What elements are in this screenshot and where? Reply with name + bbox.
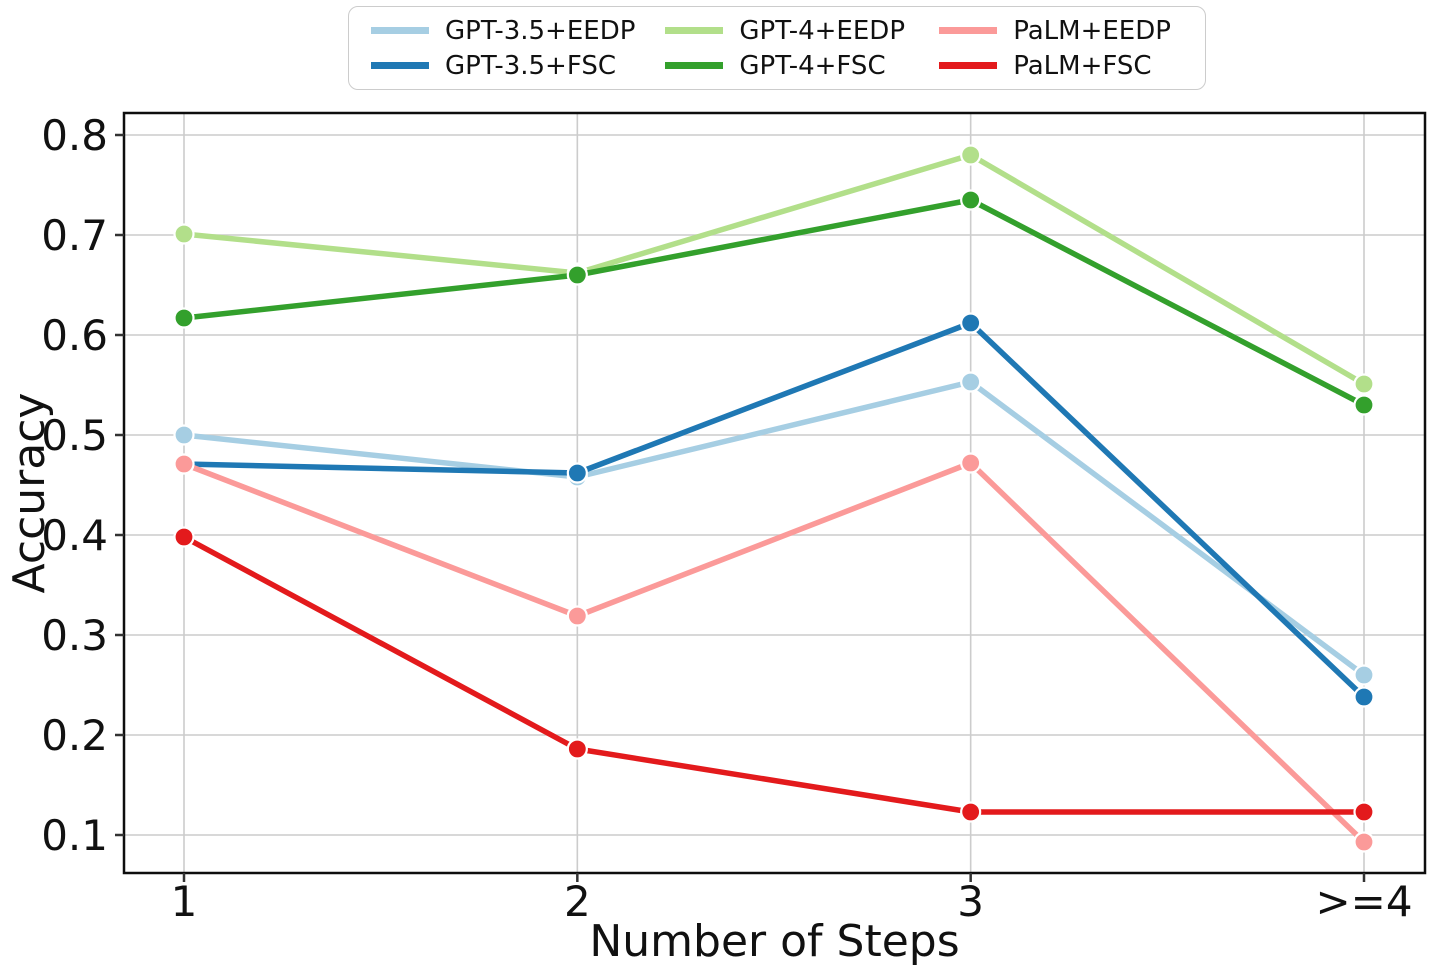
data-point-gpt-4-fsc: [1353, 394, 1375, 416]
data-point-gpt-3-5-eedp: [173, 424, 195, 446]
legend-label: GPT-3.5+FSC: [445, 50, 616, 81]
legend-swatch: [371, 27, 429, 34]
tick-labels: 0.1 0.2 0.3 0.4 0.5 0.6 0.7 0.8 1 2 3 >=4: [41, 111, 1412, 926]
legend-swatch: [939, 62, 998, 69]
y-tick-label: 0.5: [41, 411, 108, 460]
legend: GPT-3.5+EEDP GPT-3.5+FSC GPT-4+EEDP GPT-4+F…: [348, 6, 1206, 90]
data-point-gpt-3-5-fsc: [960, 312, 982, 334]
axes-box: [122, 111, 1427, 875]
data-point-palm-eedp: [1353, 831, 1375, 853]
tick-marks: [115, 133, 1366, 882]
y-tick-label: 0.7: [41, 211, 108, 260]
legend-item: GPT-3.5+FSC: [371, 53, 635, 79]
x-tick-label: >=4: [1315, 877, 1412, 926]
data-point-gpt-4-fsc: [960, 189, 982, 211]
data-point-palm-fsc: [173, 526, 195, 548]
legend-label: GPT-4+FSC: [739, 50, 886, 81]
series-line-gpt-3-5-eedp: [181, 379, 1367, 678]
y-tick-label: 0.2: [41, 711, 108, 760]
legend-label: PaLM+FSC: [1013, 50, 1152, 81]
data-point-gpt-4-eedp: [173, 223, 195, 245]
legend-swatch: [939, 27, 998, 34]
legend-swatch: [665, 27, 724, 34]
legend-item: PaLM+FSC: [939, 53, 1183, 79]
legend-label: GPT-4+EEDP: [739, 15, 905, 46]
y-tick-label: 0.3: [41, 611, 108, 660]
series-palm-eedp: [173, 452, 1375, 853]
data-point-gpt-4-eedp: [1353, 373, 1375, 395]
data-point-palm-eedp: [960, 452, 982, 474]
y-tick-label: 0.1: [41, 811, 108, 860]
data-point-palm-fsc: [1353, 801, 1375, 823]
series-gpt-4-eedp: [173, 144, 1375, 395]
legend-item: GPT-4+EEDP: [665, 18, 909, 44]
legend-label: GPT-3.5+EEDP: [445, 15, 636, 46]
data-point-gpt-3-5-eedp: [1353, 664, 1375, 686]
series-line-gpt-4-eedp: [181, 152, 1367, 387]
series-line-palm-eedp: [181, 460, 1367, 845]
legend-item: GPT-4+FSC: [665, 53, 909, 79]
data-point-gpt-3-5-fsc: [1353, 686, 1375, 708]
series-palm-fsc: [173, 526, 1375, 823]
series-gpt-4-fsc: [173, 189, 1375, 416]
legend-label: PaLM+EEDP: [1013, 15, 1171, 46]
x-axis-title: Number of Steps: [589, 916, 959, 967]
y-tick-label: 0.6: [41, 311, 108, 360]
series-line-gpt-3-5-fsc: [181, 320, 1367, 700]
x-tick-label: 3: [957, 877, 984, 926]
x-tick-label: 1: [171, 877, 198, 926]
data-point-palm-fsc: [960, 801, 982, 823]
data-point-palm-eedp: [566, 605, 588, 627]
legend-swatch: [665, 62, 724, 69]
series-gpt-3-5-fsc: [173, 312, 1375, 708]
y-tick-label: 0.8: [41, 111, 108, 160]
data-point-gpt-3-5-fsc: [566, 462, 588, 484]
series-line-gpt-4-fsc: [181, 197, 1367, 408]
legend-swatch: [371, 62, 429, 69]
data-point-palm-fsc: [566, 738, 588, 760]
data-point-gpt-4-fsc: [566, 264, 588, 286]
data-point-gpt-4-eedp: [960, 144, 982, 166]
gridlines: [124, 113, 1425, 873]
legend-item: GPT-3.5+EEDP: [371, 18, 635, 44]
data-point-palm-eedp: [173, 453, 195, 475]
data-point-gpt-4-fsc: [173, 307, 195, 329]
data-point-gpt-3-5-eedp: [960, 371, 982, 393]
series-line-palm-fsc: [181, 534, 1367, 815]
legend-item: PaLM+EEDP: [939, 18, 1183, 44]
y-tick-label: 0.4: [41, 511, 108, 560]
x-tick-label: 2: [564, 877, 591, 926]
y-axis-title: Accuracy: [4, 393, 55, 594]
